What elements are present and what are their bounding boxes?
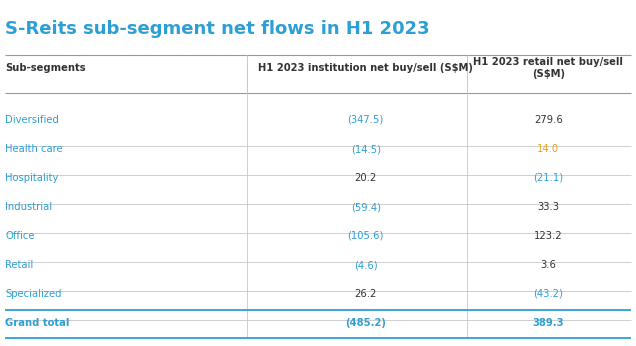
Text: Retail: Retail (5, 260, 33, 270)
Text: 389.3: 389.3 (532, 318, 564, 328)
Text: 3.6: 3.6 (541, 260, 556, 270)
Text: (43.2): (43.2) (534, 289, 563, 299)
Text: 14.0: 14.0 (537, 144, 559, 154)
Text: Diversified: Diversified (5, 115, 59, 125)
Text: Health care: Health care (5, 144, 63, 154)
Text: 20.2: 20.2 (355, 173, 377, 183)
Text: (14.5): (14.5) (350, 144, 381, 154)
Text: 26.2: 26.2 (354, 289, 377, 299)
Text: (105.6): (105.6) (347, 231, 384, 241)
Text: H1 2023 retail net buy/sell
(S$M): H1 2023 retail net buy/sell (S$M) (473, 57, 623, 79)
Text: (485.2): (485.2) (345, 318, 386, 328)
Text: S-Reits sub-segment net flows in H1 2023: S-Reits sub-segment net flows in H1 2023 (5, 20, 430, 38)
Text: (4.6): (4.6) (354, 260, 378, 270)
Text: Specialized: Specialized (5, 289, 62, 299)
Text: Grand total: Grand total (5, 318, 69, 328)
Text: 279.6: 279.6 (534, 115, 563, 125)
Text: Industrial: Industrial (5, 202, 52, 212)
Text: 33.3: 33.3 (537, 202, 559, 212)
Text: H1 2023 institution net buy/sell (S$M): H1 2023 institution net buy/sell (S$M) (258, 63, 473, 73)
Text: Office: Office (5, 231, 34, 241)
Text: (59.4): (59.4) (350, 202, 381, 212)
Text: (21.1): (21.1) (533, 173, 563, 183)
Text: Sub-segments: Sub-segments (5, 63, 86, 73)
Text: 123.2: 123.2 (534, 231, 563, 241)
Text: Hospitality: Hospitality (5, 173, 59, 183)
Text: (347.5): (347.5) (348, 115, 384, 125)
